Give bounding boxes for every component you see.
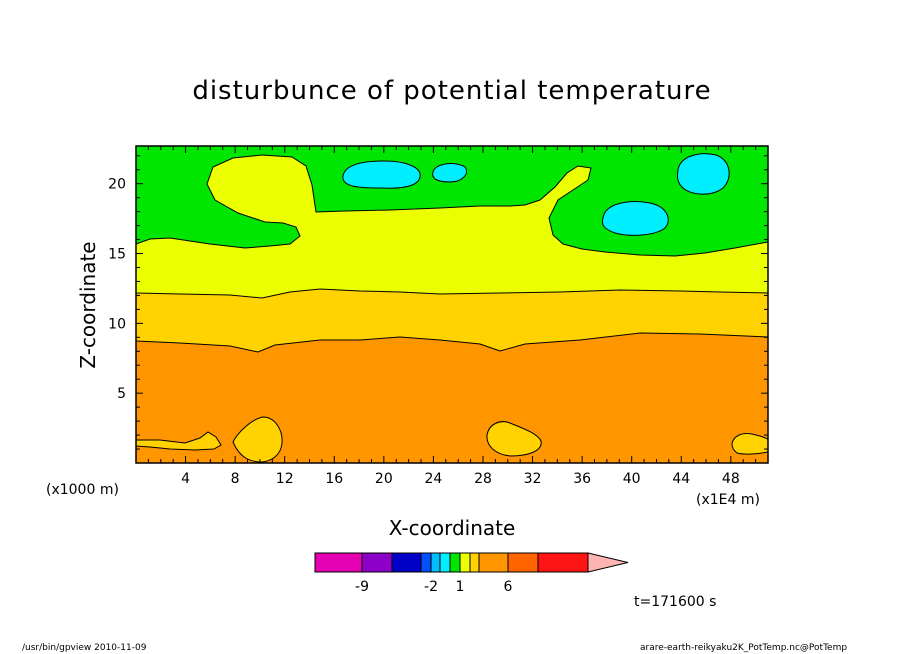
footer-left: /usr/bin/gpview 2010-11-09 xyxy=(22,643,147,653)
gold-cell-2 xyxy=(232,416,283,463)
colorbar-segment xyxy=(478,552,509,573)
colorbar-segment xyxy=(314,552,363,573)
x-tick-label: 44 xyxy=(672,471,690,487)
colorbar-tick-label: -2 xyxy=(424,579,438,595)
colorbar-segment xyxy=(430,552,441,573)
time-label: t=171600 s xyxy=(634,594,717,610)
colorbar-segment xyxy=(391,552,422,573)
x-tick-label: 16 xyxy=(325,471,343,487)
y-tick-label: 10 xyxy=(108,316,126,332)
y-axis-unit: (x1000 m) xyxy=(46,482,119,498)
x-tick-label: 8 xyxy=(231,471,240,487)
gold-cell-4 xyxy=(731,433,768,455)
colorbar-segment xyxy=(439,552,451,573)
x-tick-label: 28 xyxy=(474,471,492,487)
colorbar-segment xyxy=(449,552,461,573)
y-tick-label: 5 xyxy=(117,386,126,402)
colorbar-tick-label: 1 xyxy=(456,579,465,595)
gold-cell-3 xyxy=(486,421,542,457)
colorbar-tick-label: 6 xyxy=(504,579,513,595)
colorbar-extend-arrow xyxy=(587,552,629,573)
contour-field xyxy=(136,146,768,463)
x-tick-label: 36 xyxy=(573,471,591,487)
chart-title: disturbunce of potential temperature xyxy=(192,76,712,106)
cyan-cell-2 xyxy=(432,163,467,183)
y-axis-ticks: 5 10 15 20 xyxy=(108,155,768,450)
cyan-cell-3 xyxy=(601,201,669,236)
colorbar-tick-label: -9 xyxy=(355,579,369,595)
footer-right: arare-earth-reikyaku2K_PotTemp.nc@PotTem… xyxy=(640,643,848,653)
colorbar-segment xyxy=(507,552,539,573)
y-tick-label: 20 xyxy=(108,177,126,193)
plot-frame xyxy=(135,145,769,464)
x-tick-label: 32 xyxy=(524,471,542,487)
x-tick-label: 24 xyxy=(424,471,442,487)
cyan-cell-1 xyxy=(342,160,421,189)
colorbar-segment xyxy=(537,552,589,573)
x-axis-label: X-coordinate xyxy=(388,516,516,540)
colorbar-segment xyxy=(420,552,432,573)
x-tick-label: 12 xyxy=(276,471,294,487)
y-axis-label: Z-coordinate xyxy=(76,241,100,369)
colorbar-segment xyxy=(459,552,471,573)
x-tick-label: 40 xyxy=(623,471,641,487)
colorbar-segment xyxy=(361,552,393,573)
x-tick-label: 48 xyxy=(722,471,740,487)
colorbar-segment xyxy=(469,552,480,573)
x-tick-label: 20 xyxy=(375,471,393,487)
gold-cell-1 xyxy=(136,431,222,451)
x-axis-ticks: 4 8 12 16 20 24 28 32 36 40 44 48 xyxy=(147,146,757,487)
colorbar: -9 -2 1 6 xyxy=(314,552,629,595)
x-axis-unit: (x1E4 m) xyxy=(696,492,760,508)
cyan-cell-4 xyxy=(677,153,730,195)
x-tick-label: 4 xyxy=(181,471,190,487)
y-tick-label: 15 xyxy=(108,247,126,263)
